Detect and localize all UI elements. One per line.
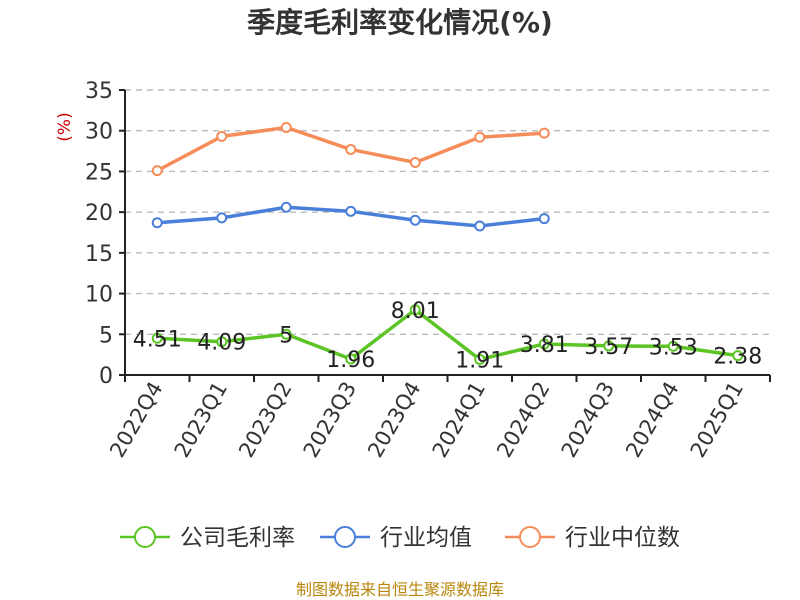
y-tick-label: 35 <box>85 79 113 104</box>
legend-marker <box>334 526 356 548</box>
x-tick-label: 2024Q4 <box>621 378 683 462</box>
data-label: 8.01 <box>391 299 440 324</box>
data-label: 2.38 <box>713 345 762 370</box>
x-tick-label: 2022Q4 <box>105 378 167 462</box>
data-point <box>474 353 486 365</box>
source-note: 制图数据来自恒生聚源数据库 <box>296 580 504 599</box>
data-point <box>538 338 550 350</box>
data-point <box>345 143 357 155</box>
chart-title: 季度毛利率变化情况(%) <box>247 6 553 39</box>
data-label-layer: 4.51 4.09 5 1.96 8.01 1.91 3.81 3.57 3.53 2.38 <box>133 299 762 374</box>
x-tick-label: 2023Q1 <box>170 378 232 462</box>
y-tick-label: 10 <box>85 283 113 308</box>
x-tick-label: 2024Q3 <box>557 378 619 462</box>
data-label: 1.96 <box>326 348 375 373</box>
data-point <box>345 353 357 365</box>
data-label: 3.53 <box>649 335 698 360</box>
data-point <box>151 165 163 177</box>
data-point <box>603 340 615 352</box>
data-point <box>732 350 744 362</box>
data-point <box>151 217 163 229</box>
data-label: 5 <box>279 323 293 348</box>
data-point <box>409 214 421 226</box>
legend: 公司毛利率 行业均值 行业中位数 <box>120 525 680 551</box>
x-tick-label: 2023Q4 <box>363 378 425 462</box>
data-point <box>538 213 550 225</box>
y-axis-label: (%) <box>55 112 75 141</box>
x-tick-label: 2024Q2 <box>492 378 554 462</box>
y-tick-label: 0 <box>99 364 113 389</box>
data-point <box>538 127 550 139</box>
data-label: 4.51 <box>133 327 182 352</box>
data-point <box>280 201 292 213</box>
data-point <box>216 336 228 348</box>
data-point <box>216 212 228 224</box>
data-point <box>151 332 163 344</box>
grid-layer <box>125 89 770 335</box>
legend-marker <box>519 526 541 548</box>
x-tick-label: 2023Q3 <box>299 378 361 462</box>
series-line <box>157 308 739 362</box>
data-point <box>216 130 228 142</box>
legend-label: 行业均值 <box>380 525 472 551</box>
data-label: 1.91 <box>455 348 504 373</box>
data-point <box>280 328 292 340</box>
legend-label: 行业中位数 <box>565 525 680 551</box>
series-layer <box>151 121 744 365</box>
data-label: 4.09 <box>197 331 246 356</box>
data-point <box>474 131 486 143</box>
data-point <box>667 340 679 352</box>
data-point <box>409 304 421 316</box>
legend-marker <box>134 526 156 548</box>
x-tick-label: 2023Q2 <box>234 378 296 462</box>
data-point <box>474 220 486 232</box>
y-tick-label: 30 <box>85 120 113 145</box>
y-tick-label: 15 <box>85 242 113 267</box>
data-point <box>345 205 357 217</box>
y-tick-label: 20 <box>85 201 113 226</box>
data-point <box>280 121 292 133</box>
x-tick-label: 2025Q1 <box>686 378 748 462</box>
x-tick-label: 2024Q1 <box>428 378 490 462</box>
y-tick-label: 5 <box>99 323 113 348</box>
legend-label: 公司毛利率 <box>180 525 295 551</box>
data-label: 3.81 <box>520 333 569 358</box>
data-point <box>409 156 421 168</box>
data-label: 3.57 <box>584 335 633 360</box>
y-tick-label: 25 <box>85 160 113 185</box>
